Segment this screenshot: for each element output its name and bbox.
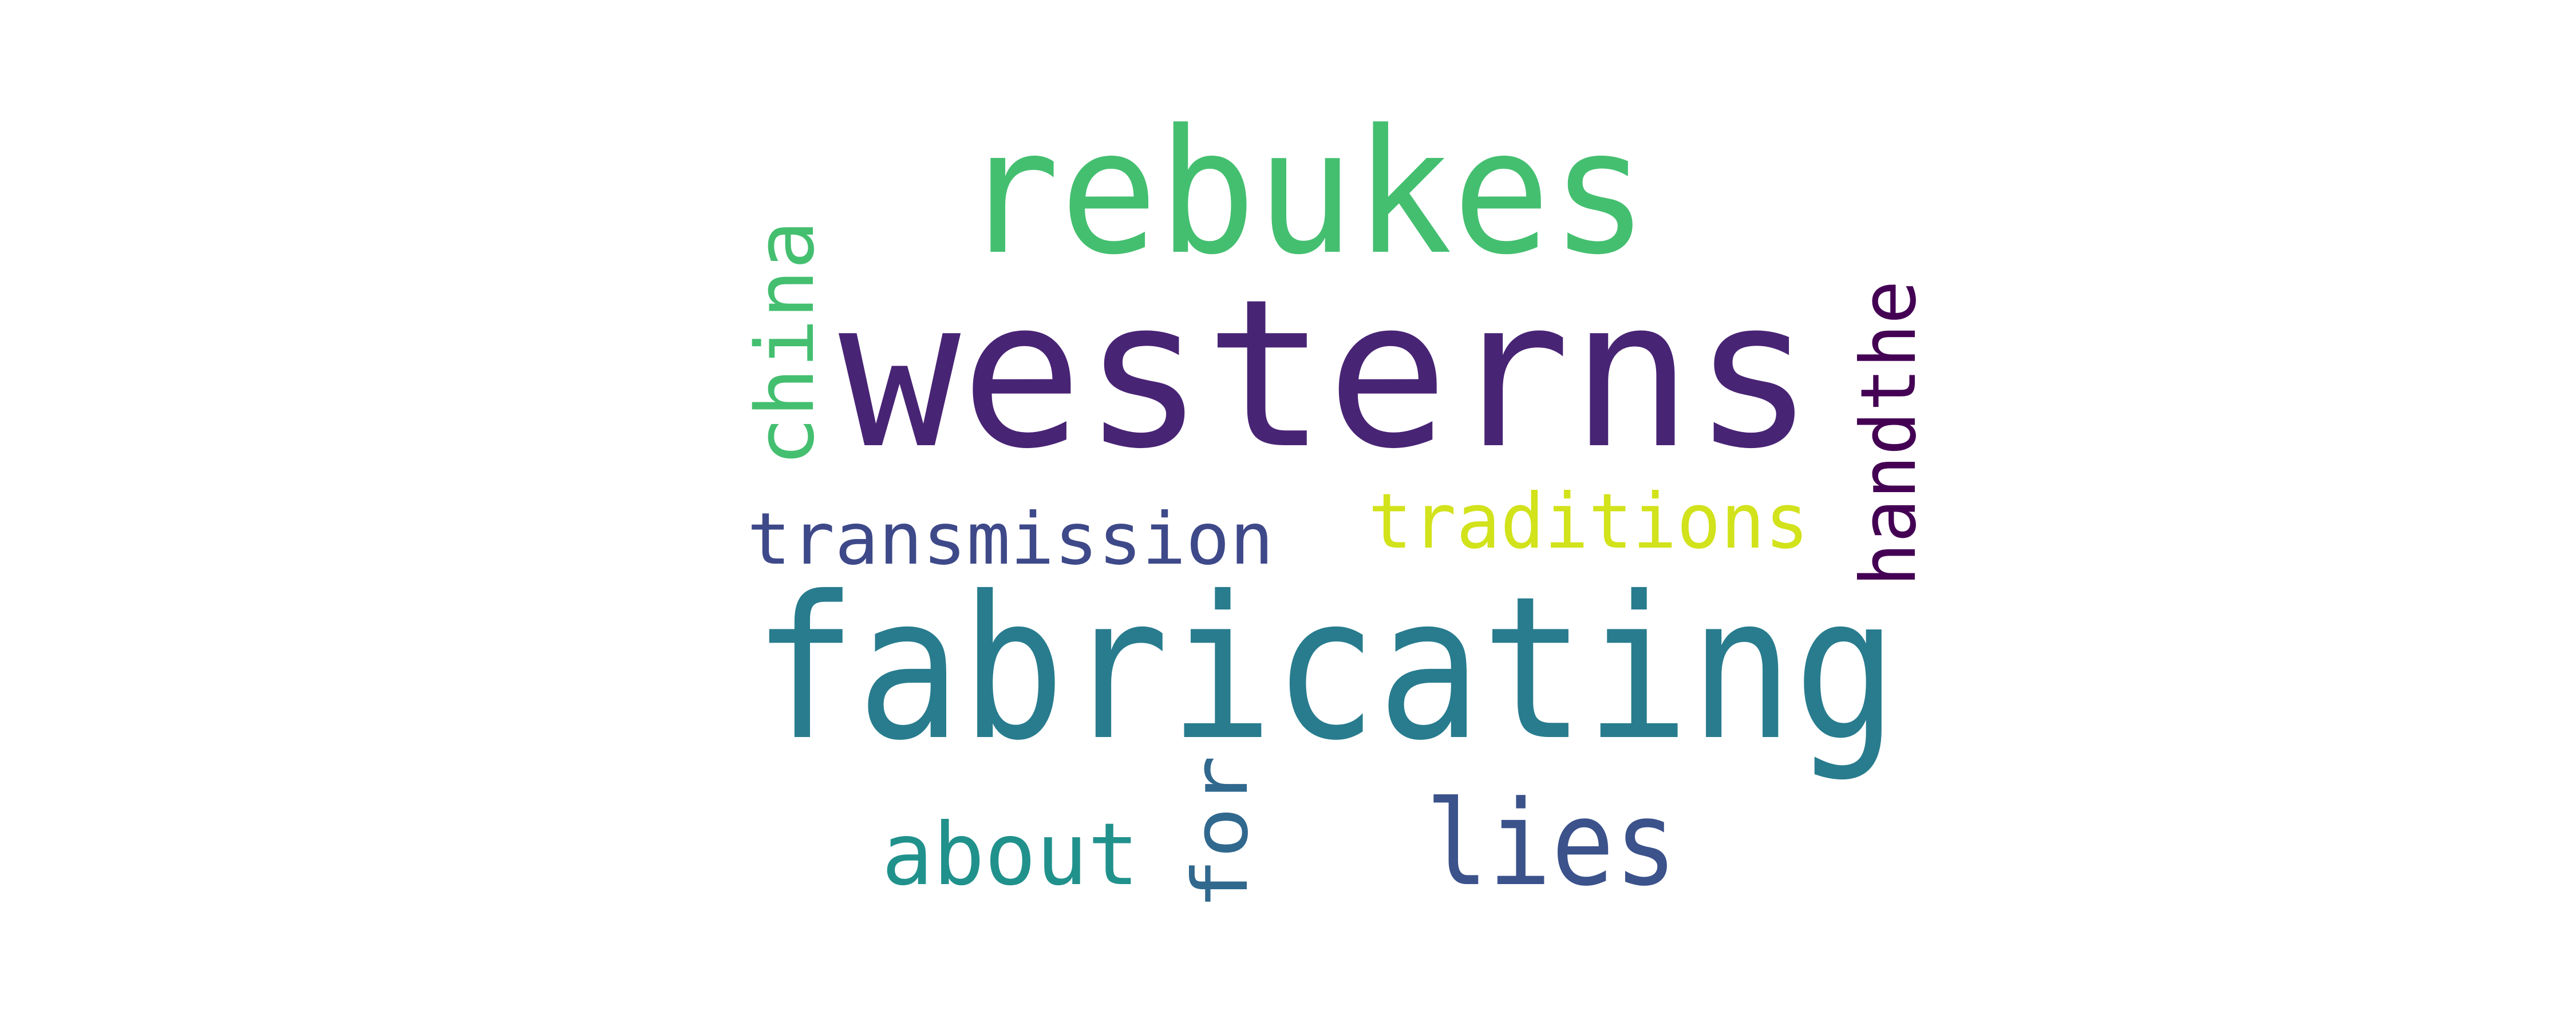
word-fabricating: fabricating [753, 554, 1898, 784]
word-about: about [882, 805, 1139, 905]
word-transmission: transmission [747, 498, 1274, 581]
word-traditions: traditions [1368, 478, 1809, 566]
word-china: china [739, 220, 832, 466]
word-lies: lies [1425, 776, 1677, 912]
word-rebukes: rebukes [962, 93, 1649, 292]
word-westerns: westerns [839, 256, 1815, 494]
word-handthe: handthe [1845, 280, 1933, 587]
word-for: for [1177, 755, 1265, 910]
